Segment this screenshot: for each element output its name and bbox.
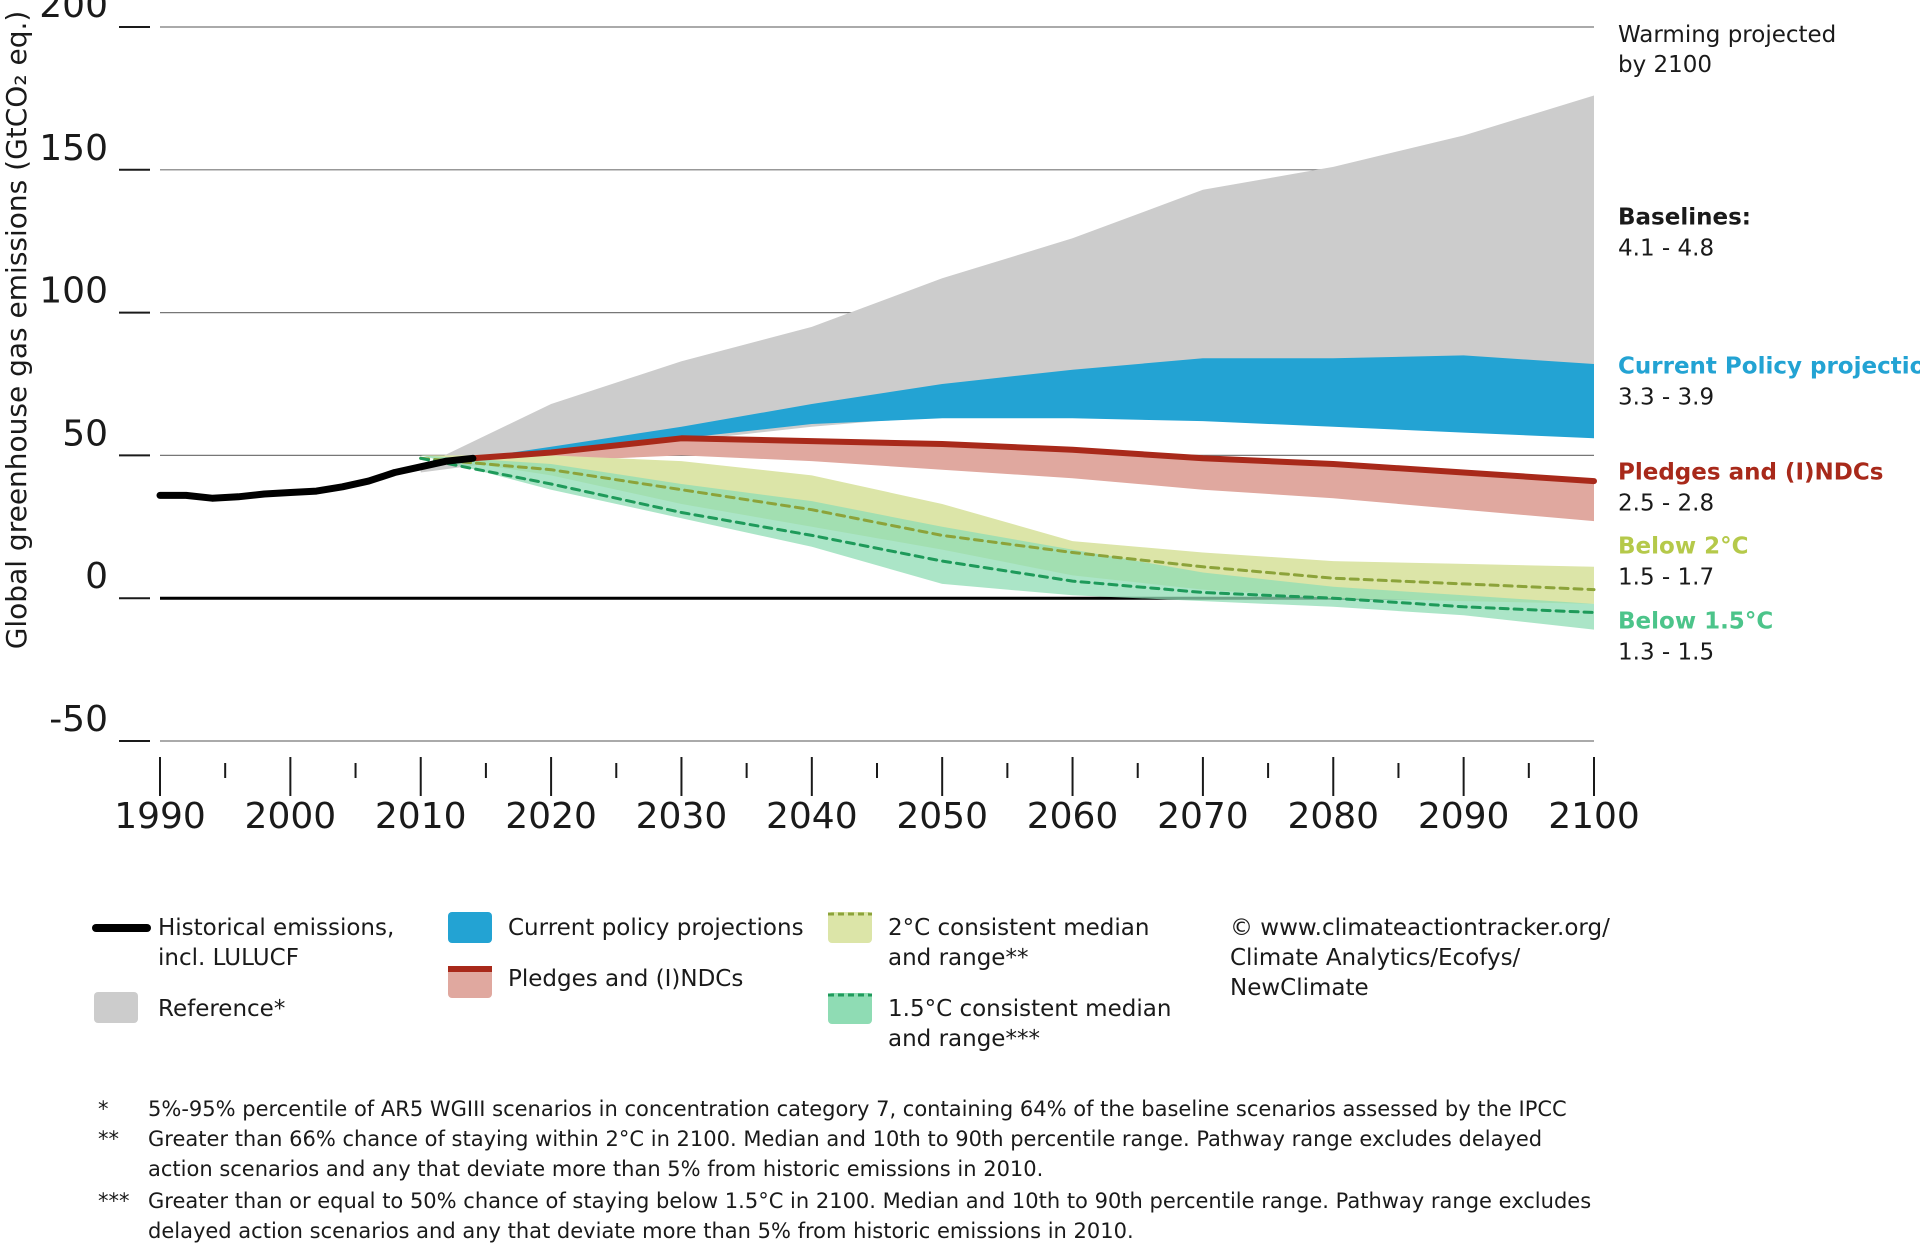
series-label: Pledges and (I)NDCs xyxy=(1618,460,1883,486)
y-tick-label: -50 xyxy=(49,699,108,740)
series-warming: 1.3 - 1.5 xyxy=(1618,640,1714,666)
x-tick-label: 2090 xyxy=(1418,796,1510,837)
x-tick-label: 2070 xyxy=(1157,796,1249,837)
x-tick-label: 2010 xyxy=(375,796,467,837)
legend-label: Pledges and (I)NDCs xyxy=(508,966,744,992)
y-axis-title: Global greenhouse gas emissions (GtCO₂ e… xyxy=(0,11,33,650)
y-tick-label: 100 xyxy=(39,271,108,312)
legend-swatch xyxy=(828,912,872,943)
legend-swatch xyxy=(828,993,872,1024)
legend-label: Current policy projections xyxy=(508,915,804,941)
line xyxy=(156,454,477,502)
series-warming: 4.1 - 4.8 xyxy=(1618,236,1714,262)
x-tick-label: 1990 xyxy=(114,796,206,837)
y-tick-label: 0 xyxy=(85,556,108,597)
x-tick-label: 2080 xyxy=(1287,796,1379,837)
series-warming: 1.5 - 1.7 xyxy=(1618,565,1714,591)
source-line: © www.climateactiontracker.org/ xyxy=(1230,915,1610,941)
x-tick-label: 2050 xyxy=(896,796,988,837)
footnote-text: 5%-95% percentile of AR5 WGIII scenarios… xyxy=(148,1097,1567,1121)
footnote-mark: *** xyxy=(98,1189,130,1213)
legend-swatch xyxy=(448,967,492,998)
x-tick-label: 2040 xyxy=(766,796,858,837)
y-tick-label: 200 xyxy=(39,0,108,26)
footnote-text: Greater than or equal to 50% chance of s… xyxy=(148,1189,1592,1243)
legend-swatch xyxy=(448,912,492,943)
legend-label: 2°C consistent median and range** xyxy=(888,915,1150,971)
x-tick-label: 2000 xyxy=(245,796,337,837)
source-line: NewClimate xyxy=(1230,975,1369,1001)
series-label: Current Policy projections xyxy=(1618,354,1920,380)
band-area xyxy=(472,438,1594,522)
footnote-mark: ** xyxy=(98,1127,119,1151)
x-tick-label: 2060 xyxy=(1027,796,1119,837)
warming-heading: Warming projected by 2100 xyxy=(1618,22,1837,78)
source-line: Climate Analytics/Ecofys/ xyxy=(1230,945,1521,971)
legend-label: 1.5°C consistent median and range*** xyxy=(888,996,1172,1052)
legend-swatch xyxy=(94,992,138,1023)
median-line xyxy=(419,456,1596,592)
legend-label: Reference* xyxy=(158,996,286,1022)
footnote-mark: * xyxy=(98,1097,109,1121)
series-label: Below 2°C xyxy=(1618,534,1748,560)
legend-label: Historical emissions, incl. LULUCF xyxy=(158,915,395,971)
x-tick-label: 2100 xyxy=(1548,796,1640,837)
y-tick-label: 150 xyxy=(39,128,108,169)
series-label: Baselines: xyxy=(1618,205,1751,231)
band-area xyxy=(472,355,1594,459)
median-line xyxy=(419,456,1596,614)
y-tick-label: 50 xyxy=(62,413,108,454)
series-warming: 3.3 - 3.9 xyxy=(1618,385,1714,411)
x-tick-label: 2030 xyxy=(636,796,728,837)
median-line xyxy=(469,435,1597,485)
x-tick-label: 2020 xyxy=(505,796,597,837)
series-label: Below 1.5°C xyxy=(1618,609,1773,635)
series-warming: 2.5 - 2.8 xyxy=(1618,491,1714,517)
footnote-text: Greater than 66% chance of staying withi… xyxy=(148,1127,1543,1181)
